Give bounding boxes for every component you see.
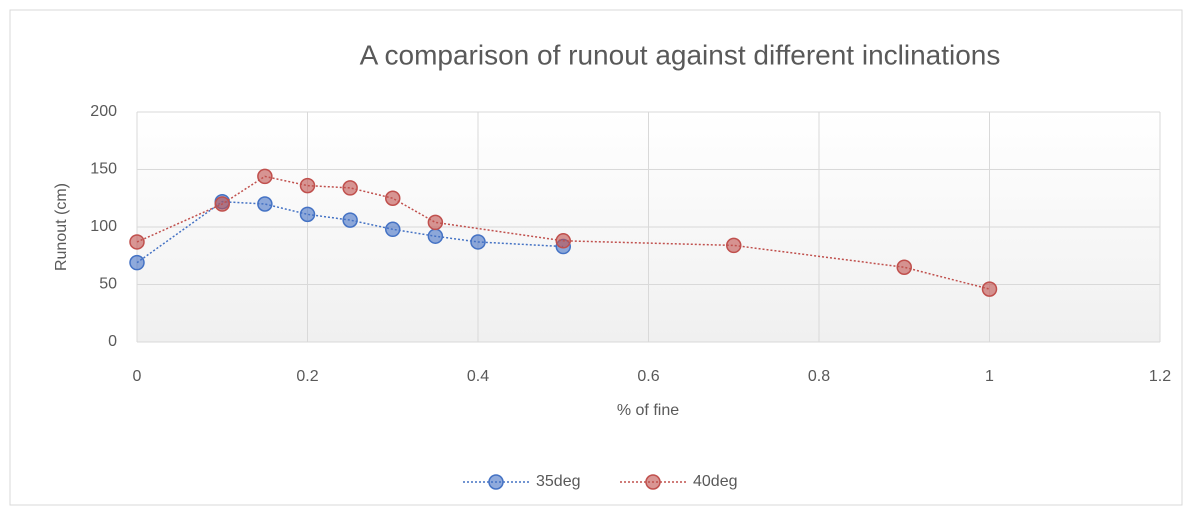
x-tick-label: 0 bbox=[133, 368, 142, 385]
data-point bbox=[385, 221, 401, 238]
legend-label: 35deg bbox=[536, 473, 581, 490]
legend-marker bbox=[488, 474, 504, 490]
data-point bbox=[214, 196, 230, 212]
x-tick-label: 0.4 bbox=[467, 368, 489, 385]
y-axis-label: Runout (cm) bbox=[53, 183, 70, 271]
data-point bbox=[726, 237, 742, 254]
x-tick-label: 0.2 bbox=[296, 368, 318, 385]
data-point bbox=[129, 254, 145, 271]
x-tick-label: 0.8 bbox=[808, 368, 830, 385]
chart-title: A comparison of runout against different… bbox=[360, 39, 1001, 70]
data-point bbox=[427, 228, 444, 244]
y-tick-label: 50 bbox=[99, 276, 117, 293]
data-point bbox=[257, 168, 273, 185]
series-line bbox=[136, 200, 564, 264]
x-axis-label: % of fine bbox=[617, 402, 679, 419]
data-point bbox=[896, 259, 912, 275]
data-point bbox=[385, 190, 401, 206]
y-tick-label: 150 bbox=[90, 161, 117, 178]
data-point bbox=[427, 214, 444, 231]
data-point bbox=[555, 233, 571, 249]
x-tick-label: 0.6 bbox=[637, 368, 659, 385]
data-point bbox=[299, 206, 316, 223]
data-point bbox=[257, 196, 273, 212]
x-tick-label: 1 bbox=[985, 368, 994, 385]
series-line bbox=[136, 175, 990, 290]
data-point bbox=[299, 177, 316, 194]
y-tick-label: 0 bbox=[108, 333, 117, 350]
data-point bbox=[470, 234, 486, 250]
data-point bbox=[129, 234, 145, 250]
legend-label: 40deg bbox=[693, 473, 738, 490]
x-tick-label: 1.2 bbox=[1149, 368, 1171, 385]
data-point bbox=[342, 180, 358, 196]
legend-marker bbox=[645, 474, 661, 490]
y-tick-label: 100 bbox=[90, 218, 117, 235]
y-tick-label: 200 bbox=[90, 103, 117, 120]
data-point bbox=[342, 212, 358, 228]
data-point bbox=[981, 281, 998, 297]
